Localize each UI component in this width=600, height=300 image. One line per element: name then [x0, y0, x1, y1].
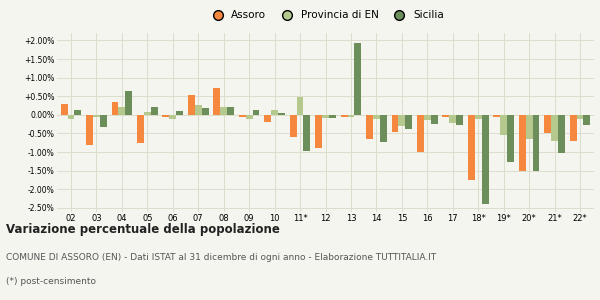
Bar	[569, 115, 577, 141]
Bar	[475, 115, 482, 119]
Bar	[227, 107, 234, 115]
Bar	[220, 106, 227, 115]
Bar	[188, 95, 195, 115]
Bar	[449, 115, 456, 123]
Bar	[296, 97, 304, 115]
Bar	[355, 43, 361, 115]
Bar	[583, 115, 590, 125]
Text: Variazione percentuale della popolazione: Variazione percentuale della popolazione	[6, 224, 280, 236]
Bar	[239, 115, 246, 117]
Bar	[86, 115, 93, 145]
Bar	[202, 108, 209, 115]
Bar	[137, 115, 144, 143]
Bar	[246, 115, 253, 119]
Bar	[558, 115, 565, 153]
Bar	[144, 112, 151, 115]
Bar	[431, 115, 437, 124]
Bar	[271, 110, 278, 115]
Bar	[519, 115, 526, 171]
Legend: Assoro, Provincia di EN, Sicilia: Assoro, Provincia di EN, Sicilia	[203, 6, 448, 24]
Bar	[366, 115, 373, 139]
Bar	[278, 113, 285, 115]
Bar	[405, 115, 412, 129]
Text: COMUNE DI ASSORO (EN) - Dati ISTAT al 31 dicembre di ogni anno - Elaborazione TU: COMUNE DI ASSORO (EN) - Dati ISTAT al 31…	[6, 254, 436, 262]
Bar	[253, 110, 259, 115]
Bar	[424, 115, 431, 120]
Bar	[347, 115, 355, 117]
Bar	[500, 115, 507, 135]
Bar	[176, 111, 183, 115]
Bar	[442, 115, 449, 117]
Bar	[456, 115, 463, 125]
Bar	[577, 115, 583, 119]
Bar	[304, 115, 310, 151]
Bar	[341, 115, 347, 117]
Bar	[74, 110, 82, 115]
Bar	[533, 115, 539, 171]
Bar	[507, 115, 514, 162]
Bar	[380, 115, 387, 142]
Text: (*) post-censimento: (*) post-censimento	[6, 278, 96, 286]
Bar	[118, 107, 125, 115]
Bar	[264, 115, 271, 122]
Bar	[468, 115, 475, 180]
Bar	[151, 106, 158, 115]
Bar	[544, 115, 551, 134]
Bar	[417, 115, 424, 152]
Bar	[373, 115, 380, 119]
Bar	[169, 115, 176, 119]
Bar	[551, 115, 558, 141]
Bar	[195, 105, 202, 115]
Bar	[482, 115, 488, 204]
Bar	[112, 102, 118, 115]
Bar	[526, 115, 533, 139]
Bar	[329, 115, 336, 118]
Bar	[315, 115, 322, 148]
Bar	[100, 115, 107, 127]
Bar	[68, 115, 74, 119]
Bar	[93, 115, 100, 117]
Bar	[214, 88, 220, 115]
Bar	[290, 115, 296, 137]
Bar	[322, 115, 329, 118]
Bar	[493, 115, 500, 117]
Bar	[125, 91, 132, 115]
Bar	[61, 104, 68, 115]
Bar	[398, 115, 405, 126]
Bar	[163, 115, 169, 117]
Bar	[392, 115, 398, 131]
